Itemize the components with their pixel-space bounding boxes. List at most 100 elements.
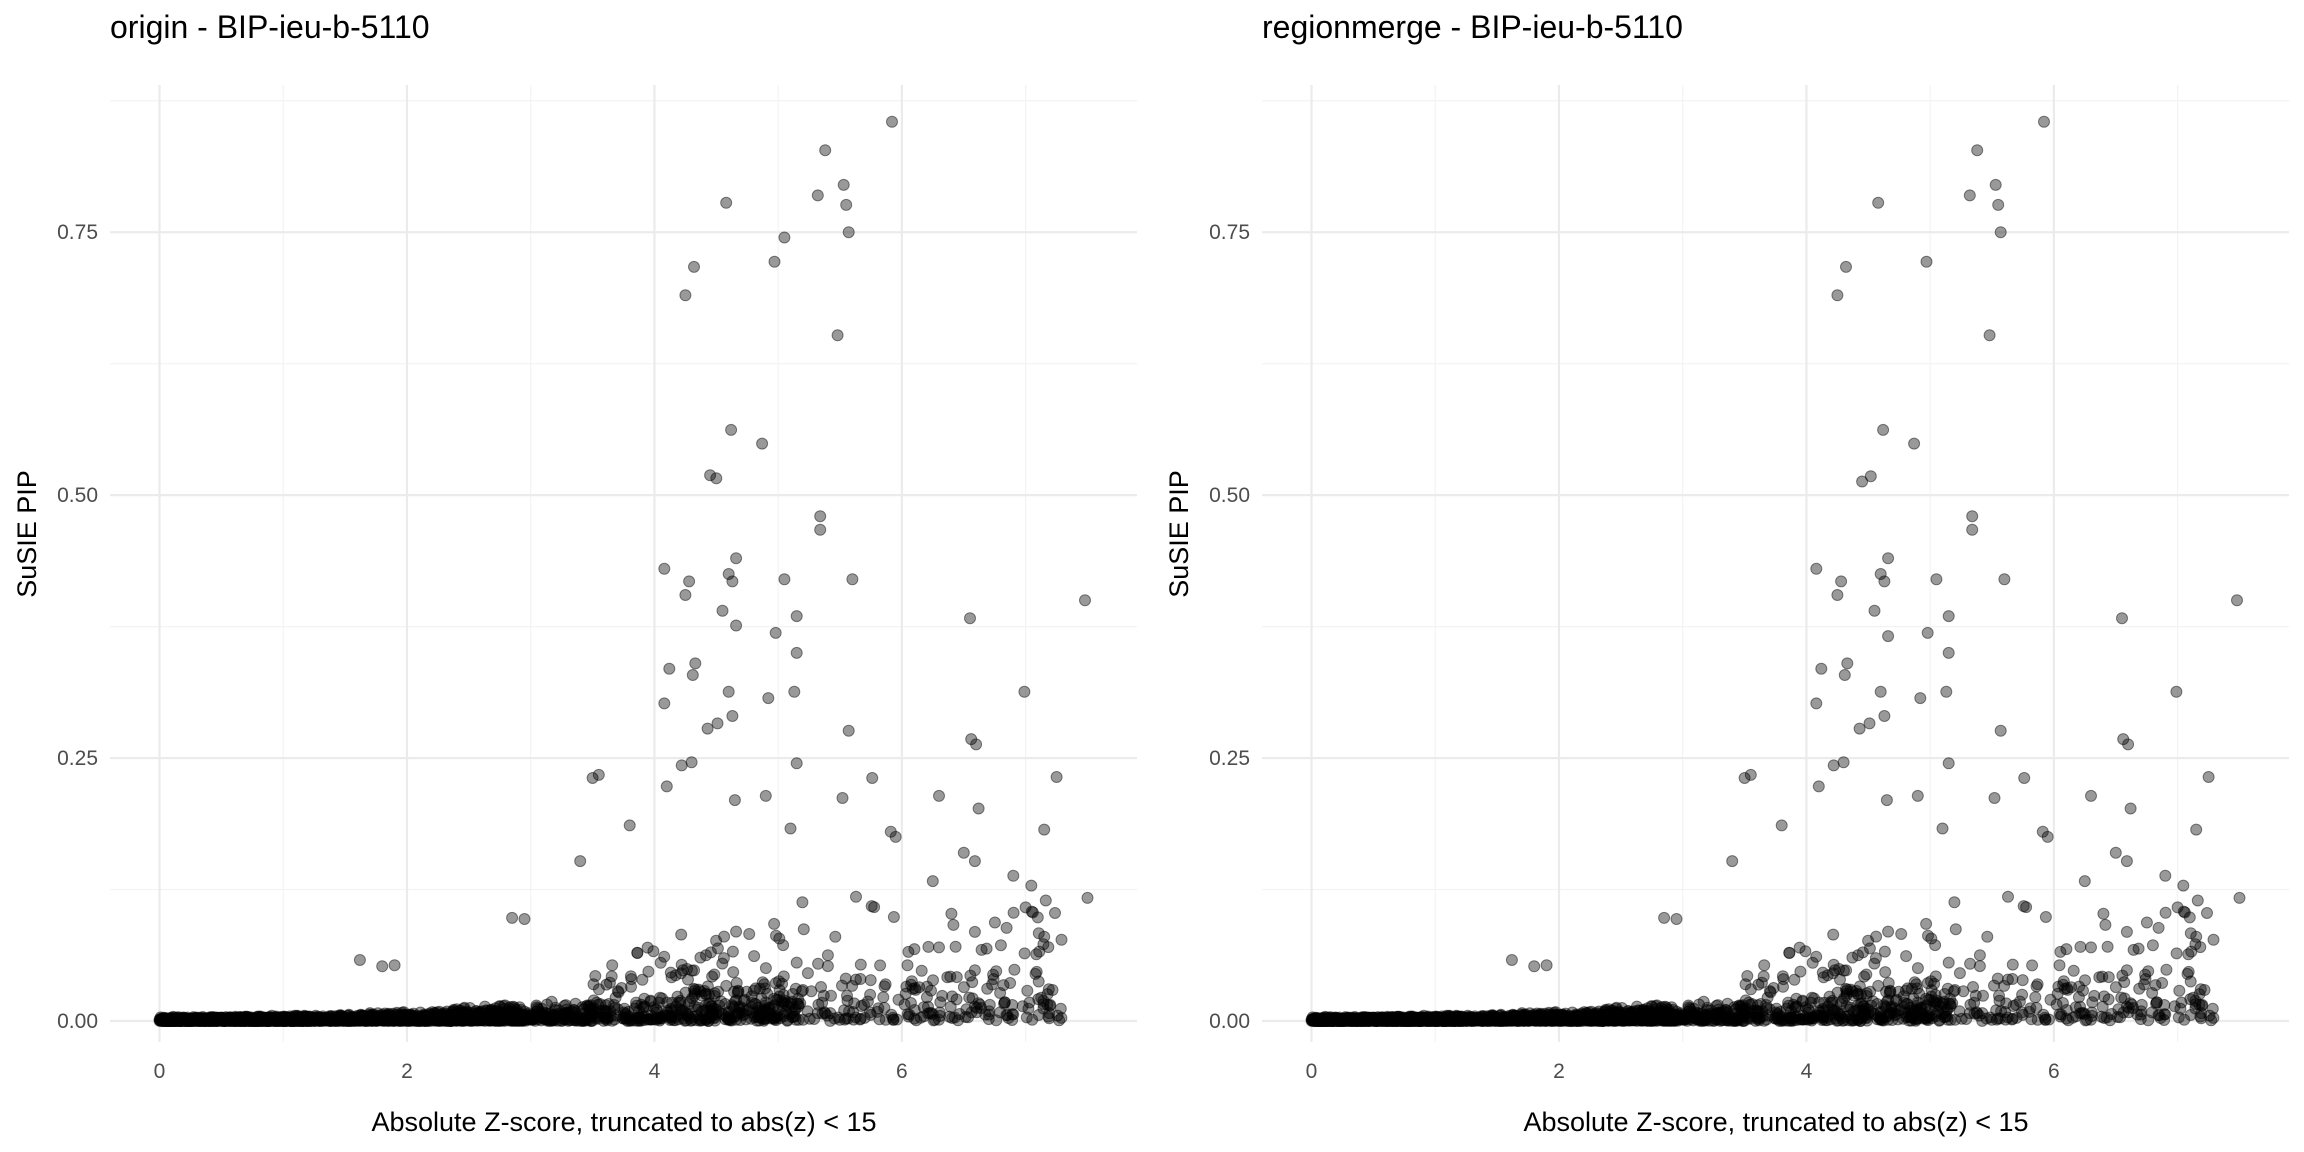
scatter-point — [901, 959, 914, 972]
scatter-point — [292, 1014, 305, 1027]
scatter-point — [287, 1014, 300, 1027]
scatter-point — [688, 964, 701, 977]
scatter-point — [920, 991, 933, 1004]
scatter-point — [226, 1014, 239, 1027]
scatter-point — [282, 1012, 295, 1025]
scatter-point — [326, 1012, 339, 1025]
scatter-point — [731, 987, 744, 1000]
scatter-point — [197, 1013, 210, 1025]
scatter-point — [796, 896, 809, 909]
scatter-point — [264, 1011, 277, 1023]
scatter-point — [506, 1014, 519, 1027]
scatter-point — [509, 1012, 521, 1025]
scatter-point — [548, 1009, 560, 1022]
scatter-point — [197, 1014, 210, 1027]
scatter-point — [2207, 933, 2220, 946]
scatter-point — [239, 1015, 252, 1027]
scatter-point — [211, 1012, 224, 1025]
scatter-point — [496, 1012, 509, 1025]
scatter-point — [494, 1008, 507, 1021]
scatter-point — [694, 951, 707, 964]
scatter-point — [234, 1015, 247, 1027]
scatter-point — [187, 1013, 199, 1026]
scatter-point — [2026, 959, 2039, 972]
scatter-point — [186, 1014, 199, 1027]
scatter-point — [406, 1009, 418, 1022]
scatter-point — [216, 1013, 229, 1026]
scatter-point — [229, 1014, 241, 1027]
scatter-point — [303, 1014, 316, 1027]
scatter-point — [357, 1010, 370, 1023]
scatter-point — [165, 1014, 178, 1027]
scatter-point — [700, 1004, 712, 1017]
scatter-point — [868, 901, 881, 914]
scatter-point — [815, 981, 827, 993]
scatter-point — [292, 1011, 305, 1024]
scatter-point — [254, 1010, 267, 1023]
scatter-point — [745, 1012, 758, 1025]
scatter-point — [242, 1011, 254, 1024]
scatter-point — [354, 1013, 367, 1026]
scatter-point — [306, 1014, 319, 1027]
scatter-point — [338, 1014, 351, 1027]
scatter-point — [201, 1014, 214, 1026]
scatter-point — [234, 1014, 247, 1027]
scatter-point — [1055, 933, 1068, 946]
scatter-point — [232, 1014, 245, 1027]
scatter-point — [623, 819, 636, 832]
scatter-point — [404, 1011, 417, 1024]
scatter-point — [784, 822, 797, 835]
scatter-point — [727, 1000, 740, 1013]
scatter-point — [313, 1014, 326, 1027]
scatter-point — [342, 1009, 355, 1022]
scatter-point — [184, 1012, 197, 1025]
scatter-point — [781, 1014, 794, 1027]
scatter-point — [352, 1013, 365, 1026]
scatter-point — [658, 562, 671, 575]
scatter-point — [382, 1010, 395, 1023]
scatter-point — [997, 979, 1010, 992]
scatter-point — [1810, 950, 1823, 963]
scatter-point — [435, 1013, 448, 1026]
scatter-point — [1043, 1007, 1056, 1020]
scatter-point — [262, 1014, 275, 1027]
scatter-point — [471, 1012, 484, 1025]
scatter-point — [345, 1014, 358, 1027]
scatter-point — [792, 1013, 805, 1026]
scatter-point — [281, 1011, 294, 1024]
scatter-point — [208, 1012, 221, 1024]
scatter-point — [812, 957, 825, 970]
scatter-point — [497, 1011, 510, 1024]
scatter-point — [259, 1014, 272, 1027]
scatter-point — [352, 1014, 365, 1027]
scatter-point — [715, 995, 727, 1008]
scatter-point — [326, 1014, 339, 1027]
scatter-point — [234, 1013, 247, 1026]
scatter-point — [463, 1014, 476, 1027]
scatter-point — [456, 1006, 469, 1019]
scatter-point — [489, 1014, 502, 1027]
scatter-point — [797, 1013, 810, 1026]
scatter-point — [244, 1014, 256, 1027]
scatter-point — [178, 1014, 191, 1027]
scatter-point — [248, 1012, 261, 1025]
scatter-point — [289, 1014, 301, 1027]
scatter-point — [182, 1014, 195, 1027]
scatter-point — [705, 1005, 718, 1018]
scatter-point — [187, 1014, 200, 1027]
scatter-point — [283, 1014, 296, 1027]
scatter-point — [1783, 947, 1796, 959]
scatter-point — [1007, 906, 1020, 919]
scatter-point — [227, 1014, 240, 1027]
scatter-point — [964, 612, 976, 625]
scatter-point — [877, 991, 890, 1004]
scatter-point — [728, 794, 741, 807]
scatter-point — [902, 1010, 915, 1023]
scatter-point — [691, 1009, 704, 1022]
scatter-point — [854, 973, 867, 985]
scatter-point — [165, 1012, 178, 1025]
scatter-point — [379, 1009, 392, 1022]
scatter-point — [683, 575, 696, 588]
scatter-point — [2074, 940, 2087, 953]
scatter-point — [168, 1014, 181, 1027]
